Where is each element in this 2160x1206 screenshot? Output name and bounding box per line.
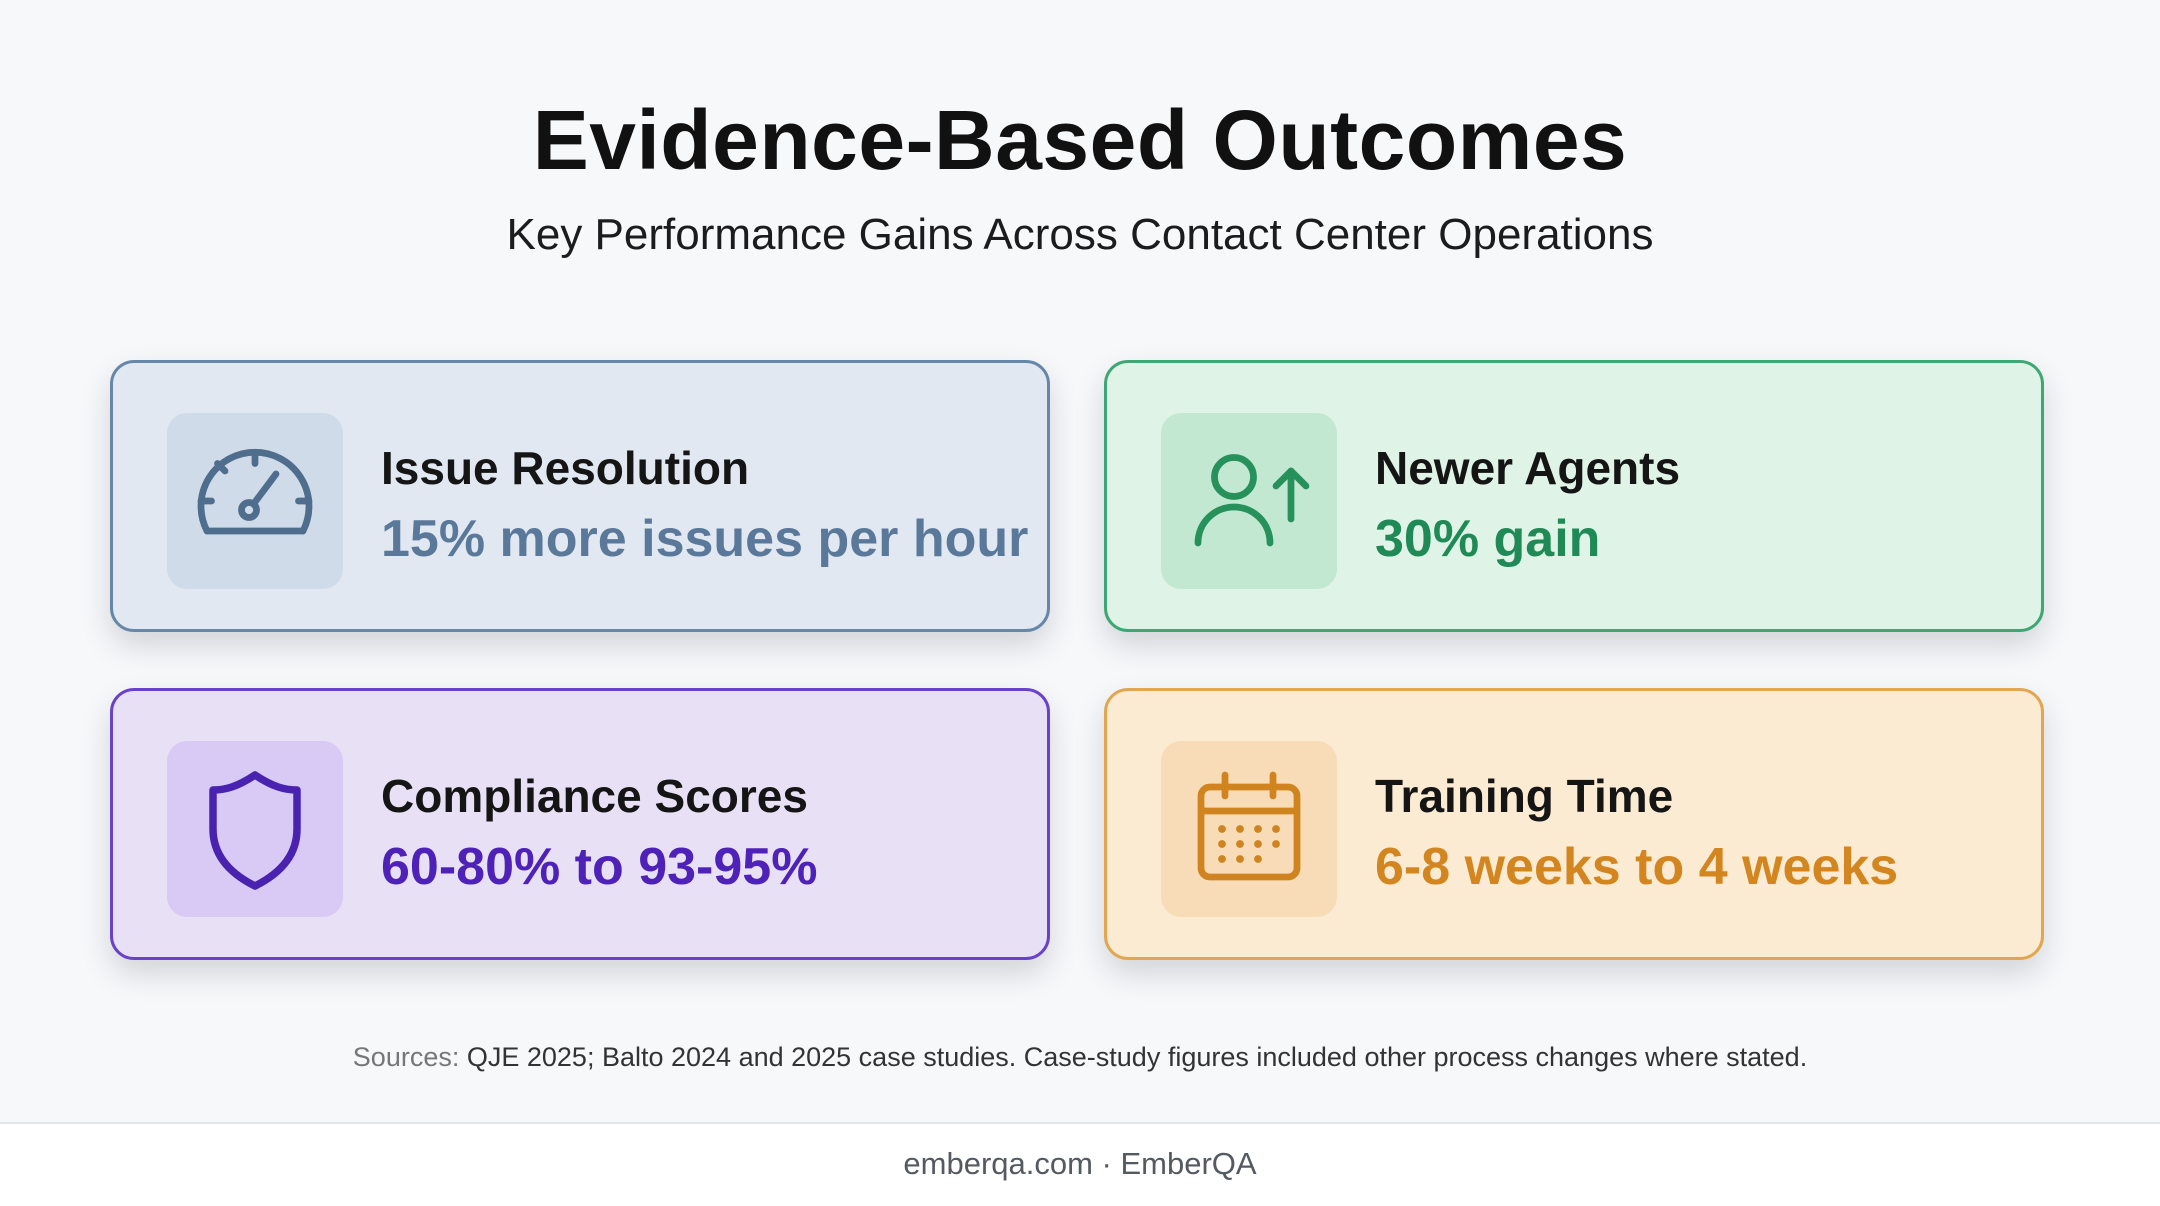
card-value: 60-80% to 93-95% bbox=[381, 838, 818, 896]
card-compliance-scores: Compliance Scores 60-80% to 93-95% bbox=[110, 688, 1050, 960]
sources-prefix: Sources: bbox=[352, 1042, 460, 1072]
sources-text: QJE 2025; Balto 2024 and 2025 case studi… bbox=[466, 1042, 1808, 1072]
card-label: Issue Resolution bbox=[381, 442, 750, 494]
card-label: Training Time bbox=[1375, 770, 1674, 822]
card-value: 15% more issues per hour bbox=[381, 510, 1029, 568]
page-title: Evidence-Based Outcomes bbox=[532, 93, 1628, 187]
card-value: 30% gain bbox=[1375, 510, 1601, 568]
card-newer-agents: Newer Agents 30% gain bbox=[1104, 360, 2044, 632]
shield-icon bbox=[167, 741, 343, 917]
user-arrow-up-icon bbox=[1161, 413, 1337, 589]
card-label: Compliance Scores bbox=[381, 770, 808, 822]
card-label: Newer Agents bbox=[1375, 442, 1681, 494]
footer-divider bbox=[0, 1122, 2160, 1124]
page-subtitle: Key Performance Gains Across Contact Cen… bbox=[506, 210, 1654, 259]
footer-credit: emberqa.com · EmberQA bbox=[903, 1146, 1257, 1181]
calendar-icon bbox=[1161, 741, 1337, 917]
card-value: 6-8 weeks to 4 weeks bbox=[1375, 838, 1899, 896]
sources-note: Sources: QJE 2025; Balto 2024 and 2025 c… bbox=[0, 1042, 2160, 1073]
speedometer-icon bbox=[167, 413, 343, 589]
footer-band bbox=[0, 1124, 2160, 1206]
card-issue-resolution: Issue Resolution 15% more issues per hou… bbox=[110, 360, 1050, 632]
card-training-time: Training Time 6-8 weeks to 4 weeks bbox=[1104, 688, 2044, 960]
